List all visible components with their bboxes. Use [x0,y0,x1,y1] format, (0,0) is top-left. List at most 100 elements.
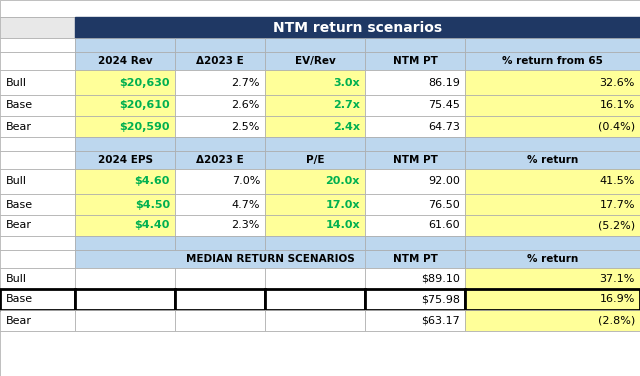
Bar [0,38,75,52]
Bar [365,95,465,116]
Text: 14.0x: 14.0x [325,220,360,230]
Bar [365,310,465,331]
Text: 32.6%: 32.6% [600,77,635,88]
Bar [75,38,175,52]
Bar [175,38,265,52]
Text: (2.8%): (2.8%) [598,315,635,326]
Text: $89.10: $89.10 [421,273,460,284]
Bar [365,70,465,95]
Text: 2.4x: 2.4x [333,121,360,132]
Text: 41.5%: 41.5% [600,176,635,186]
Text: (0.4%): (0.4%) [598,121,635,132]
Bar [465,289,640,310]
Bar [175,194,265,215]
Text: 3.0x: 3.0x [333,77,360,88]
Text: Δ2023 E: Δ2023 E [196,155,244,165]
Text: % return: % return [527,155,578,165]
Text: Base: Base [6,100,33,111]
Bar [465,250,640,268]
Bar [465,169,640,194]
Text: 2024 Rev: 2024 Rev [98,56,152,66]
Bar [465,151,640,169]
Text: 92.00: 92.00 [428,176,460,186]
Bar [0,250,75,268]
Bar [365,169,465,194]
Bar [75,310,175,331]
Text: Bear: Bear [6,220,32,230]
Text: EV/Rev: EV/Rev [294,56,335,66]
Bar [0,331,640,376]
Bar [0,0,640,17]
Bar [0,151,75,169]
Bar [365,268,465,289]
Bar [465,95,640,116]
Bar [365,38,465,52]
Bar [265,70,365,95]
Text: Bull: Bull [6,77,27,88]
Bar [265,215,365,236]
Bar [365,194,465,215]
Text: (5.2%): (5.2%) [598,220,635,230]
Bar [0,70,75,95]
Bar [365,116,465,137]
Bar [265,289,365,310]
Text: Bull: Bull [6,273,27,284]
Bar [365,250,465,268]
Bar [175,52,265,70]
Text: NTM PT: NTM PT [392,254,437,264]
Bar [465,236,640,250]
Bar [0,52,75,70]
Text: $20,610: $20,610 [120,100,170,111]
Bar [0,289,75,310]
Bar [265,151,365,169]
Text: NTM PT: NTM PT [392,155,437,165]
Text: $20,630: $20,630 [120,77,170,88]
Text: Bear: Bear [6,121,32,132]
Text: 17.7%: 17.7% [600,200,635,209]
Bar [0,194,75,215]
Text: 2.7%: 2.7% [232,77,260,88]
Bar [465,268,640,289]
Bar [365,137,465,151]
Text: Δ2023 E: Δ2023 E [196,56,244,66]
Bar [465,52,640,70]
Bar [465,310,640,331]
Bar [175,310,265,331]
Bar [0,310,75,331]
Bar [365,215,465,236]
Bar [365,52,465,70]
Bar [0,169,75,194]
Bar [175,215,265,236]
Bar [465,194,640,215]
Text: 2024 EPS: 2024 EPS [97,155,152,165]
Text: 61.60: 61.60 [428,220,460,230]
Bar [75,17,640,38]
Bar [0,17,75,38]
Bar [265,116,365,137]
Bar [175,236,265,250]
Bar [265,52,365,70]
Text: $4.60: $4.60 [134,176,170,186]
Bar [75,169,175,194]
Bar [175,70,265,95]
Text: 16.1%: 16.1% [600,100,635,111]
Bar [175,95,265,116]
Bar [265,268,365,289]
Bar [0,268,75,289]
Bar [75,137,175,151]
Text: NTM return scenarios: NTM return scenarios [273,21,442,35]
Bar [175,169,265,194]
Bar [0,215,75,236]
Bar [265,169,365,194]
Text: 17.0x: 17.0x [326,200,360,209]
Text: $63.17: $63.17 [421,315,460,326]
Text: Bull: Bull [6,176,27,186]
Bar [75,151,175,169]
Text: 2.6%: 2.6% [232,100,260,111]
Bar [465,137,640,151]
Bar [465,215,640,236]
Text: 4.7%: 4.7% [232,200,260,209]
Bar [365,236,465,250]
Bar [75,268,175,289]
Bar [75,289,175,310]
